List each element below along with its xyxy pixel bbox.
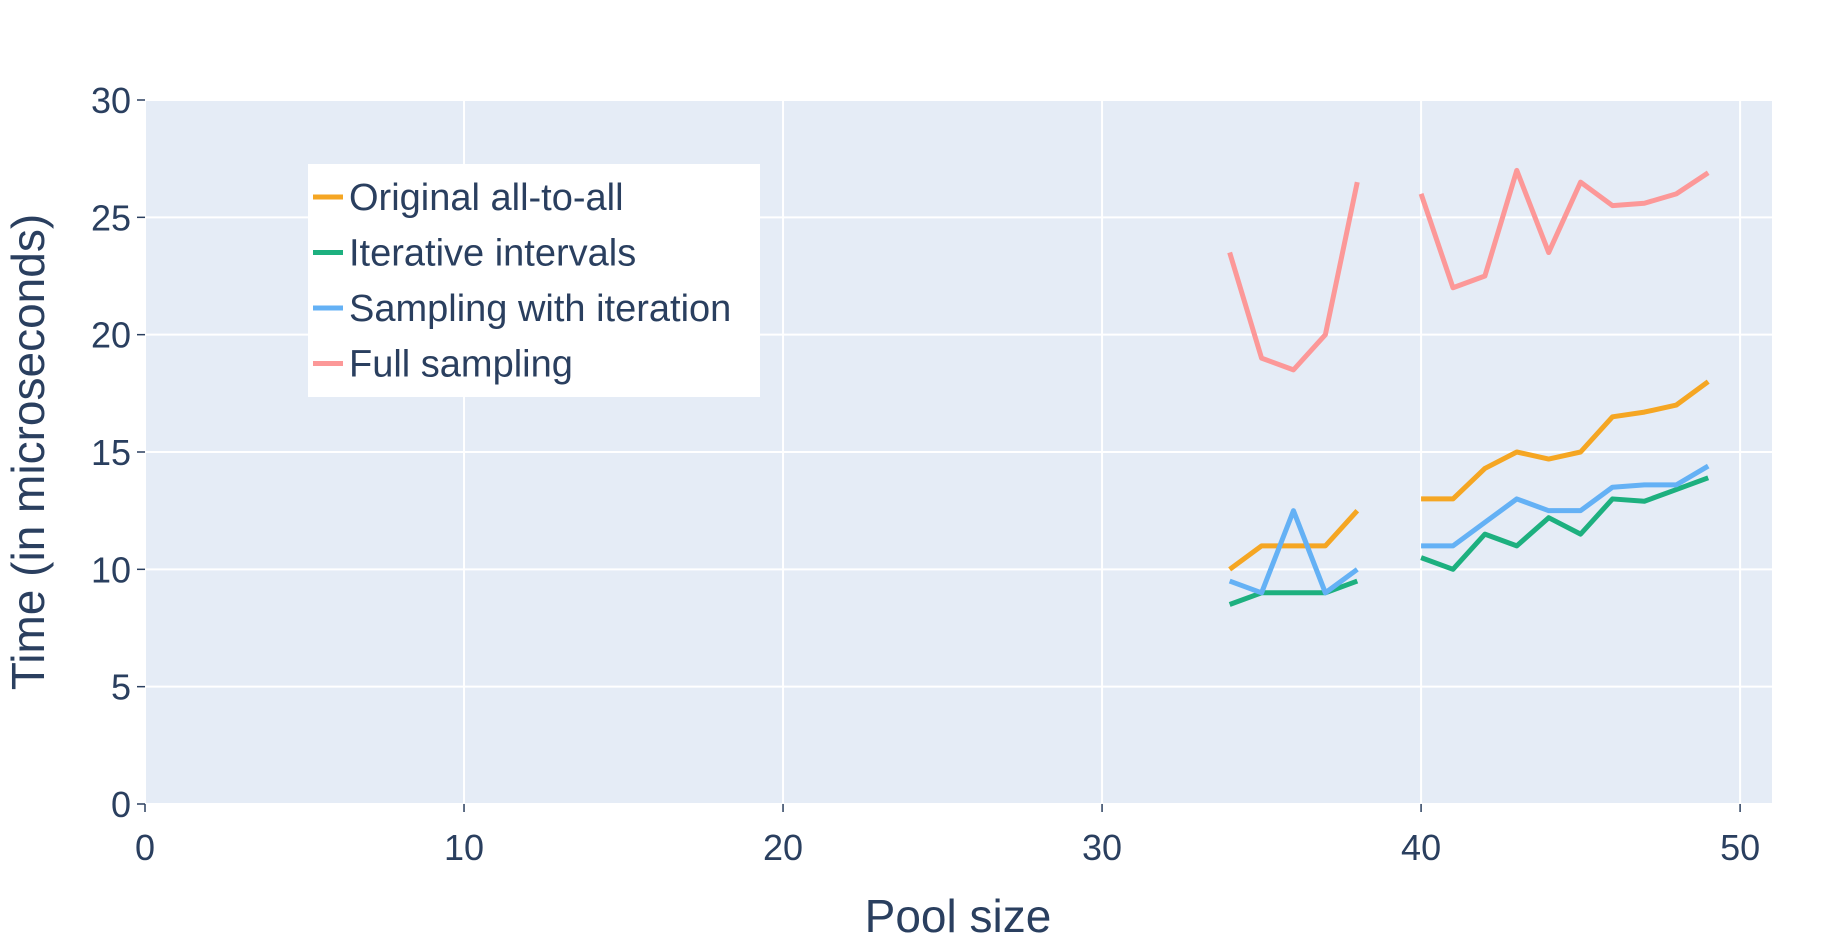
series-line-full-sampling	[1418, 167, 1710, 291]
legend-label: Original all-to-all	[349, 177, 624, 219]
series-line-full-sampling	[1227, 181, 1360, 373]
legend-label: Sampling with iteration	[349, 288, 731, 330]
y-tick-label: 25	[91, 197, 131, 238]
legend-label: Full sampling	[349, 344, 573, 386]
x-tick-label: 40	[1401, 827, 1441, 868]
x-axis-title: Pool size	[865, 890, 1052, 933]
legend-box	[308, 164, 760, 397]
x-tick-label: 50	[1720, 827, 1760, 868]
series-line-sampling-with-iteration	[1421, 463, 1710, 549]
series-lines	[1227, 167, 1710, 607]
y-tick-label: 5	[111, 667, 131, 708]
x-tick-label: 20	[763, 827, 803, 868]
y-tick-label: 20	[91, 315, 131, 356]
series-line-iterative-intervals	[1228, 578, 1359, 607]
legend: Original all-to-all Iterative intervals Sa…	[308, 164, 760, 397]
series-line-original-all-to-all	[1228, 508, 1360, 572]
y-tick-label: 30	[91, 80, 131, 121]
y-tick-label: 0	[111, 784, 131, 825]
series-line-sampling-with-iteration	[1228, 508, 1359, 596]
axis-ticks: 0 10 20 30 40 50 0 5 10 15 20 25 30	[91, 80, 1760, 868]
series-line-original-all-to-all	[1421, 379, 1710, 502]
y-axis-title: Time (in microseconds)	[2, 214, 54, 690]
y-tick-label: 15	[91, 432, 131, 473]
legend-label: Iterative intervals	[349, 233, 636, 275]
x-tick-label: 10	[444, 827, 484, 868]
y-tick-label: 10	[91, 549, 131, 590]
series-line-iterative-intervals	[1420, 475, 1710, 572]
x-tick-label: 0	[135, 827, 155, 868]
x-tick-label: 30	[1082, 827, 1122, 868]
